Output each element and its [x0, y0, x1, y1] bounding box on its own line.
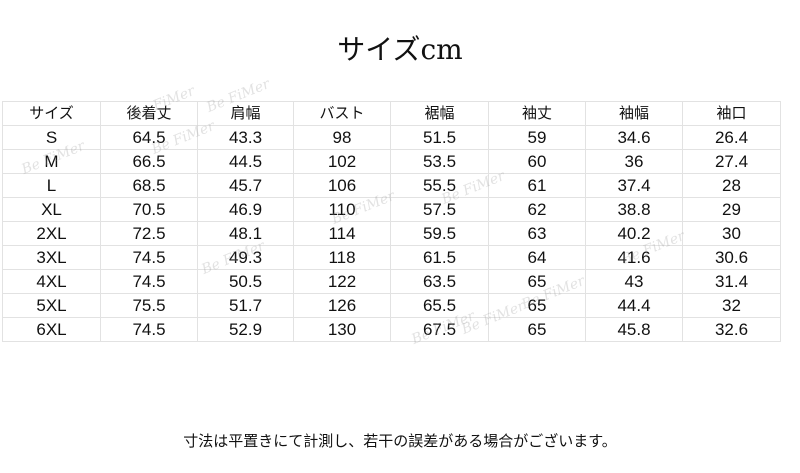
table-cell: 64 — [488, 245, 586, 270]
table-cell: 122 — [293, 269, 391, 294]
table-cell: 44.4 — [585, 293, 683, 318]
table-row: L 68.5 45.7 106 55.5 61 37.4 28 — [2, 173, 781, 198]
table-cell: 27.4 — [682, 149, 781, 174]
table-cell: 32 — [682, 293, 781, 318]
table-cell: 57.5 — [390, 197, 489, 222]
table-row: 3XL 74.5 49.3 118 61.5 64 41.6 30.6 — [2, 245, 781, 270]
table-cell: 102 — [293, 149, 391, 174]
table-cell: 59 — [488, 125, 586, 150]
table-cell: 61.5 — [390, 245, 489, 270]
table-cell: 63.5 — [390, 269, 489, 294]
table-cell: 68.5 — [100, 173, 198, 198]
table-cell: 37.4 — [585, 173, 683, 198]
table-cell: 36 — [585, 149, 683, 174]
table-cell: 44.5 — [197, 149, 294, 174]
table-cell: 61 — [488, 173, 586, 198]
table-cell: 65 — [488, 269, 586, 294]
column-header: 肩幅 — [197, 101, 294, 126]
table-cell: 67.5 — [390, 317, 489, 342]
table-cell: 63 — [488, 221, 586, 246]
table-cell: 45.8 — [585, 317, 683, 342]
column-header: 袖口 — [682, 101, 781, 126]
table-cell: 43.3 — [197, 125, 294, 150]
table-cell: 65.5 — [390, 293, 489, 318]
table-cell: 74.5 — [100, 317, 198, 342]
table-cell: XL — [2, 197, 101, 222]
table-cell: 2XL — [2, 221, 101, 246]
table-cell: 53.5 — [390, 149, 489, 174]
table-cell: 64.5 — [100, 125, 198, 150]
column-header: 袖丈 — [488, 101, 586, 126]
table-cell: 60 — [488, 149, 586, 174]
table-cell: 52.9 — [197, 317, 294, 342]
table-row: M 66.5 44.5 102 53.5 60 36 27.4 — [2, 149, 781, 174]
table-cell: 46.9 — [197, 197, 294, 222]
table-cell: L — [2, 173, 101, 198]
table-cell: 50.5 — [197, 269, 294, 294]
table-cell: 49.3 — [197, 245, 294, 270]
table-cell: 30 — [682, 221, 781, 246]
table-cell: 70.5 — [100, 197, 198, 222]
table-row: S 64.5 43.3 98 51.5 59 34.6 26.4 — [2, 125, 781, 150]
table-row: 5XL 75.5 51.7 126 65.5 65 44.4 32 — [2, 293, 781, 318]
table-cell: 114 — [293, 221, 391, 246]
table-cell: 51.7 — [197, 293, 294, 318]
table-cell: 98 — [293, 125, 391, 150]
table-cell: 62 — [488, 197, 586, 222]
table-header-row: サイズ 後着丈 肩幅 バスト 裾幅 袖丈 袖幅 袖口 — [2, 101, 781, 126]
table-cell: 75.5 — [100, 293, 198, 318]
table-cell: 130 — [293, 317, 391, 342]
table-cell: 110 — [293, 197, 391, 222]
table-cell: M — [2, 149, 101, 174]
table-cell: 65 — [488, 293, 586, 318]
table-cell: 118 — [293, 245, 391, 270]
table-row: 2XL 72.5 48.1 114 59.5 63 40.2 30 — [2, 221, 781, 246]
table-cell: 72.5 — [100, 221, 198, 246]
table-cell: 34.6 — [585, 125, 683, 150]
column-header: バスト — [293, 101, 391, 126]
table-cell: 59.5 — [390, 221, 489, 246]
table-cell: 74.5 — [100, 269, 198, 294]
page-title: サイズcm — [337, 33, 463, 66]
table-cell: 6XL — [2, 317, 101, 342]
table-cell: 48.1 — [197, 221, 294, 246]
table-cell: 29 — [682, 197, 781, 222]
table-row: 6XL 74.5 52.9 130 67.5 65 45.8 32.6 — [2, 317, 781, 342]
table-cell: 28 — [682, 173, 781, 198]
table-cell: 126 — [293, 293, 391, 318]
table-cell: 3XL — [2, 245, 101, 270]
table-cell: 74.5 — [100, 245, 198, 270]
table-row: 4XL 74.5 50.5 122 63.5 65 43 31.4 — [2, 269, 781, 294]
table-cell: 55.5 — [390, 173, 489, 198]
column-header: サイズ — [2, 101, 101, 126]
table-cell: S — [2, 125, 101, 150]
column-header: 袖幅 — [585, 101, 683, 126]
table-cell: 38.8 — [585, 197, 683, 222]
table-cell: 30.6 — [682, 245, 781, 270]
table-cell: 41.6 — [585, 245, 683, 270]
table-cell: 106 — [293, 173, 391, 198]
table-cell: 26.4 — [682, 125, 781, 150]
table-row: XL 70.5 46.9 110 57.5 62 38.8 29 — [2, 197, 781, 222]
size-table: サイズ 後着丈 肩幅 バスト 裾幅 袖丈 袖幅 袖口 S 64.5 43.3 98 51.5 59 34.6… — [2, 101, 781, 342]
table-cell: 32.6 — [682, 317, 781, 342]
table-cell: 31.4 — [682, 269, 781, 294]
table-cell: 40.2 — [585, 221, 683, 246]
table-cell: 4XL — [2, 269, 101, 294]
table-cell: 43 — [585, 269, 683, 294]
table-cell: 66.5 — [100, 149, 198, 174]
table-cell: 51.5 — [390, 125, 489, 150]
table-cell: 5XL — [2, 293, 101, 318]
table-cell: 65 — [488, 317, 586, 342]
measurement-note: 寸法は平置きにて計測し、若干の誤差がある場合がございます。 — [183, 432, 617, 450]
table-cell: 45.7 — [197, 173, 294, 198]
column-header: 後着丈 — [100, 101, 198, 126]
column-header: 裾幅 — [390, 101, 489, 126]
